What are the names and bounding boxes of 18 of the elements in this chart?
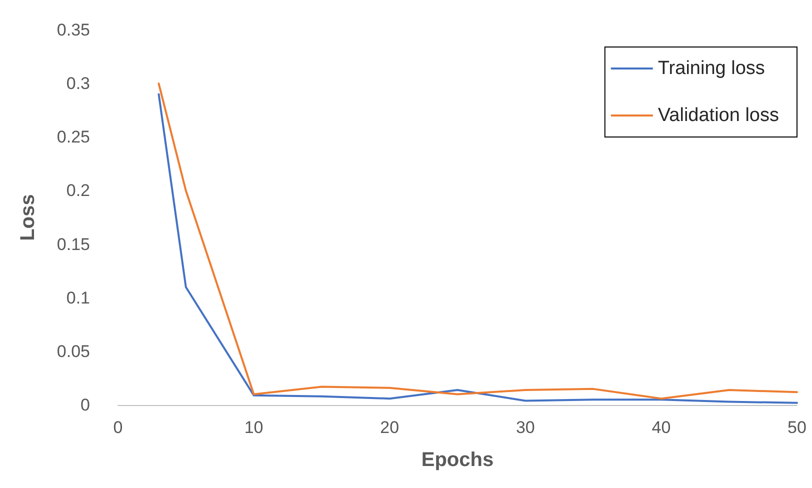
x-tick-label: 30 bbox=[516, 418, 535, 437]
y-tick-label: 0.1 bbox=[66, 288, 90, 308]
y-tick-label: 0.2 bbox=[66, 181, 90, 200]
x-axis-title: Epochs bbox=[421, 449, 494, 471]
x-tick-label: 50 bbox=[788, 418, 806, 437]
y-tick-label: 0.15 bbox=[56, 234, 90, 254]
y-tick-label: 0.3 bbox=[66, 74, 90, 94]
legend-label: Training loss bbox=[658, 58, 765, 79]
y-tick-label: 0 bbox=[80, 396, 90, 414]
legend-label: Validation loss bbox=[658, 105, 780, 126]
y-tick-label: 0.25 bbox=[56, 128, 90, 147]
y-axis-title: Loss bbox=[17, 194, 39, 241]
x-tick-label: 20 bbox=[380, 418, 400, 437]
y-tick-label: 0.35 bbox=[56, 20, 90, 40]
x-tick-label: 40 bbox=[652, 418, 671, 437]
y-tick-label: 0.05 bbox=[56, 342, 90, 361]
x-tick-label: 0 bbox=[113, 418, 123, 437]
x-tick-label: 10 bbox=[244, 418, 264, 437]
